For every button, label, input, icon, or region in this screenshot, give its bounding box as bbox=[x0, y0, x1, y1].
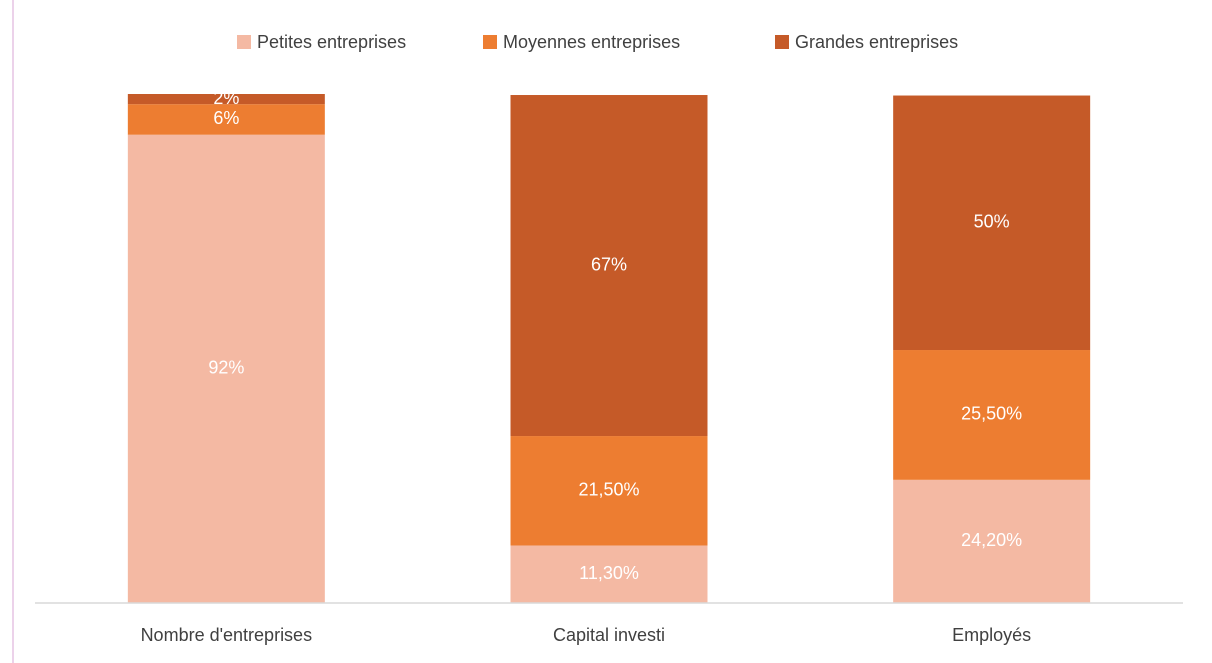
legend-label: Moyennes entreprises bbox=[503, 32, 680, 52]
data-label: 50% bbox=[974, 212, 1010, 232]
legend-swatch bbox=[775, 35, 789, 49]
x-tick-label: Capital investi bbox=[553, 625, 665, 645]
legend-label: Grandes entreprises bbox=[795, 32, 958, 52]
data-label: 67% bbox=[591, 254, 627, 274]
data-label: 2% bbox=[213, 88, 239, 108]
bar-segment bbox=[127, 94, 325, 105]
bar-segment bbox=[893, 95, 1091, 351]
bar-segment bbox=[127, 104, 325, 135]
data-label: 24,20% bbox=[961, 530, 1022, 550]
data-label: 6% bbox=[213, 108, 239, 128]
data-label: 11,30% bbox=[579, 563, 639, 583]
x-tick-label: Employés bbox=[952, 625, 1031, 645]
bar-segment bbox=[510, 95, 708, 437]
data-label: 92% bbox=[208, 358, 244, 378]
legend-swatch bbox=[483, 35, 497, 49]
legend-swatch bbox=[237, 35, 251, 49]
data-label: 25,50% bbox=[961, 404, 1022, 424]
x-tick-label: Nombre d'entreprises bbox=[141, 625, 313, 645]
bar-segment bbox=[510, 436, 708, 546]
legend-label: Petites entreprises bbox=[257, 32, 406, 52]
data-label: 21,50% bbox=[578, 480, 639, 500]
bar-segment bbox=[893, 350, 1091, 480]
bar-segment bbox=[893, 479, 1091, 603]
bar-segment bbox=[127, 134, 325, 603]
bar-segment bbox=[510, 545, 708, 603]
